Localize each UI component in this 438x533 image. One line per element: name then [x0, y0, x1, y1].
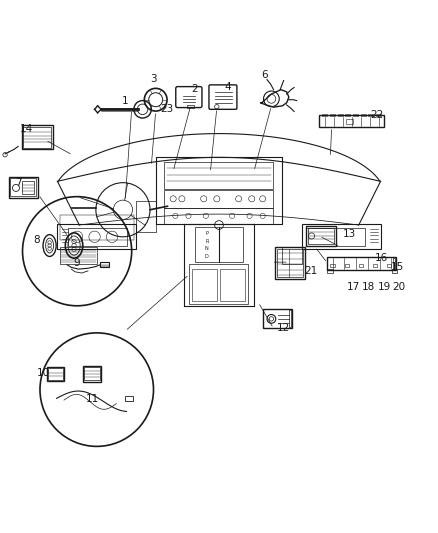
Text: 17: 17 [347, 282, 360, 292]
Text: 20: 20 [392, 282, 406, 292]
Bar [338, 114, 343, 116]
Bar [83, 366, 101, 382]
Bar [60, 247, 97, 264]
Bar [11, 179, 36, 196]
Bar [164, 208, 273, 224]
Bar [330, 264, 335, 268]
Text: 23: 23 [160, 104, 173, 114]
Bar [306, 226, 336, 246]
Bar [220, 269, 245, 302]
Bar [23, 127, 51, 148]
Bar [345, 264, 349, 268]
Bar [302, 224, 381, 249]
Bar [277, 249, 303, 277]
Bar [263, 309, 292, 328]
Bar [125, 395, 133, 401]
Bar [330, 114, 335, 116]
Bar [308, 228, 334, 244]
Bar [195, 227, 243, 262]
Bar [345, 114, 350, 116]
Text: P: P [205, 231, 208, 236]
Text: 13: 13 [343, 229, 356, 239]
Bar [322, 114, 327, 116]
Bar [9, 176, 38, 198]
Bar [48, 368, 63, 379]
Text: 15: 15 [391, 262, 404, 272]
Bar [346, 119, 353, 124]
Bar [21, 125, 53, 149]
Bar [84, 367, 100, 381]
Text: 18: 18 [362, 282, 375, 292]
Text: 9: 9 [74, 258, 81, 268]
Bar [60, 215, 134, 240]
Bar [361, 114, 366, 116]
Bar [392, 269, 397, 273]
Bar [46, 367, 64, 381]
Text: 12: 12 [276, 324, 290, 334]
Bar [21, 181, 34, 194]
Text: 14: 14 [19, 124, 33, 134]
Bar [189, 264, 248, 304]
Bar [393, 258, 396, 269]
Text: 8: 8 [33, 235, 40, 245]
Bar [376, 114, 381, 116]
Text: 16: 16 [375, 253, 388, 263]
Bar [327, 269, 332, 273]
Text: 3: 3 [150, 74, 157, 84]
Bar [164, 161, 273, 189]
Bar [187, 105, 194, 108]
Bar [289, 310, 291, 327]
Text: 6: 6 [261, 70, 268, 80]
Bar [353, 114, 358, 116]
Text: D: D [205, 254, 208, 259]
Bar [275, 247, 304, 279]
Bar [192, 269, 217, 302]
Text: 10: 10 [37, 368, 50, 378]
Bar [100, 262, 109, 268]
Text: 22: 22 [371, 110, 384, 119]
Text: 19: 19 [378, 282, 391, 292]
Bar [373, 264, 377, 268]
Bar [319, 116, 384, 127]
Text: 7: 7 [15, 177, 21, 188]
Bar [164, 190, 273, 207]
Text: 4: 4 [224, 83, 231, 93]
Text: 11: 11 [86, 394, 99, 404]
Bar [306, 228, 365, 246]
Bar [327, 257, 396, 270]
Bar [368, 114, 374, 116]
Text: 2: 2 [192, 84, 198, 94]
Text: R: R [205, 239, 208, 244]
Bar [283, 247, 302, 264]
Bar [387, 264, 392, 268]
Bar [359, 264, 363, 268]
Text: 21: 21 [304, 266, 317, 276]
Text: N: N [205, 246, 208, 251]
Text: 1: 1 [122, 96, 128, 107]
